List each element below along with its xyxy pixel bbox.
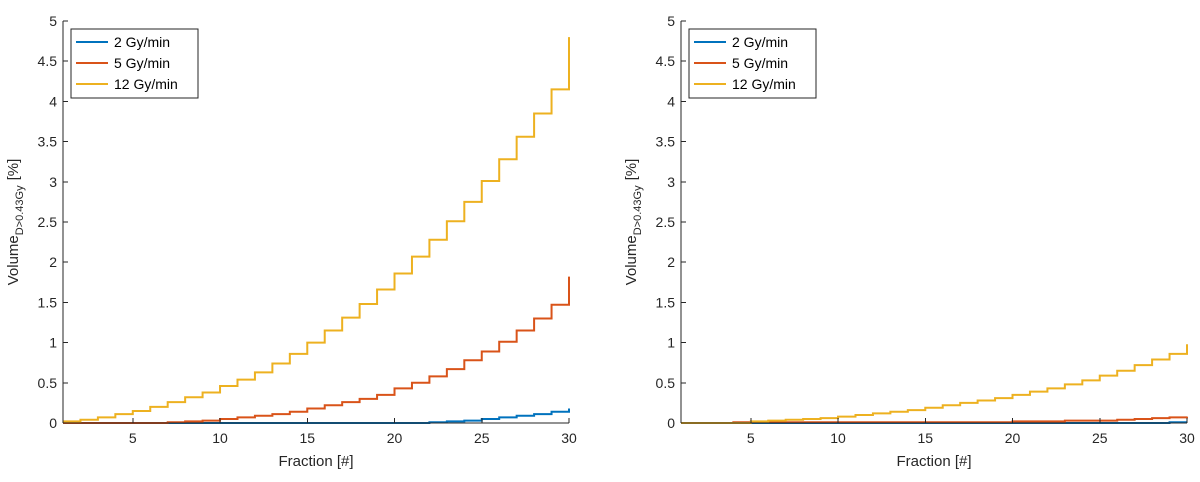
y-axis-label-subscript: D>0.43Gy — [14, 185, 26, 235]
x-tick-label: 15 — [917, 430, 933, 446]
x-tick-label: 5 — [747, 430, 755, 446]
y-tick-label: 4 — [667, 93, 675, 109]
y-tick-label: 4.5 — [656, 53, 676, 69]
y-axis-label: VolumeD>0.43Gy [%] — [5, 159, 26, 286]
y-axis-label-main: Volume — [623, 235, 640, 285]
x-tick-label: 30 — [561, 430, 577, 446]
y-axis-label-unit: [%] — [5, 159, 22, 181]
chart-panel-1: 0 0.5 1 1.5 2 2.5 3 3.5 4 4.5 5 5 10 15 20 25 30 Fraction… — [5, 13, 577, 470]
y-tick-label: 2 — [49, 254, 57, 270]
y-axis-label-subscript: D>0.43Gy — [632, 185, 644, 235]
legend: 2 Gy/min 5 Gy/min 12 Gy/min — [688, 28, 817, 99]
y-axis-label-unit: [%] — [623, 159, 640, 181]
y-tick-label: 1.5 — [656, 294, 676, 310]
x-tick-label: 5 — [129, 430, 137, 446]
legend: 2 Gy/min 5 Gy/min 12 Gy/min — [70, 28, 199, 99]
x-axis-label: Fraction [#] — [896, 453, 971, 470]
y-axis-label-main: Volume — [5, 235, 22, 285]
x-tick-label: 15 — [299, 430, 315, 446]
x-tick-label: 10 — [830, 430, 846, 446]
y-tick-label: 3 — [667, 174, 675, 190]
x-tick-label: 25 — [474, 430, 490, 446]
y-tick-label: 4 — [49, 93, 57, 109]
y-tick-label: 3 — [49, 174, 57, 190]
y-tick-label: 0.5 — [656, 375, 676, 391]
y-tick-label: 1 — [49, 335, 57, 351]
y-tick-label: 5 — [49, 13, 57, 29]
y-tick-label: 3.5 — [38, 134, 58, 150]
x-tick-label: 20 — [387, 430, 403, 446]
series-line-3 — [63, 37, 570, 423]
x-axis-label: Fraction [#] — [278, 453, 353, 470]
y-tick-label: 2.5 — [38, 214, 58, 230]
y-tick-label: 2 — [667, 254, 675, 270]
y-tick-label: 0 — [667, 415, 675, 431]
y-tick-label: 0.5 — [38, 375, 58, 391]
y-tick-label: 1.5 — [38, 294, 58, 310]
y-tick-label: 0 — [49, 415, 57, 431]
series-line-2 — [681, 416, 1188, 424]
x-tick-label: 20 — [1005, 430, 1021, 446]
x-tick-label: 10 — [212, 430, 228, 446]
x-tick-label: 30 — [1179, 430, 1195, 446]
x-tick-label: 25 — [1092, 430, 1108, 446]
y-tick-label: 5 — [667, 13, 675, 29]
legend-label-1: 2 Gy/min — [732, 34, 788, 50]
series-line-2 — [63, 276, 570, 424]
y-tick-label: 1 — [667, 335, 675, 351]
y-tick-label: 2.5 — [656, 214, 676, 230]
legend-label-3: 12 Gy/min — [732, 76, 796, 92]
y-tick-label: 3.5 — [656, 134, 676, 150]
legend-label-3: 12 Gy/min — [114, 76, 178, 92]
legend-label-2: 5 Gy/min — [114, 55, 170, 71]
y-axis-label: VolumeD>0.43Gy [%] — [623, 159, 644, 286]
y-tick-label: 4.5 — [38, 53, 58, 69]
series-line-3 — [681, 344, 1188, 424]
chart-panel-2: 0 0.5 1 1.5 2 2.5 3 3.5 4 4.5 5 5 10 15 20 25 30 Fraction… — [623, 13, 1195, 470]
legend-label-1: 2 Gy/min — [114, 34, 170, 50]
legend-label-2: 5 Gy/min — [732, 55, 788, 71]
